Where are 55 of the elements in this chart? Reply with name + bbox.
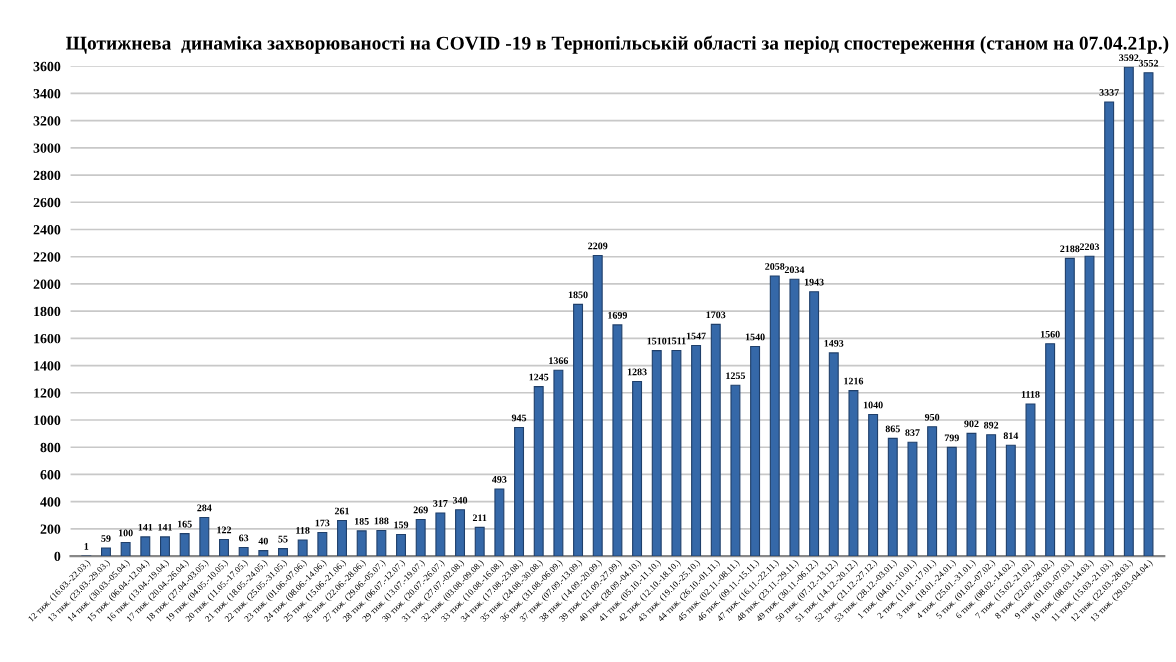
- bar: [730, 384, 741, 557]
- bar: [927, 426, 938, 557]
- bar: [1025, 403, 1036, 557]
- bar: [435, 512, 446, 557]
- bar: [120, 541, 131, 557]
- bar: [848, 390, 859, 557]
- bar: [710, 323, 721, 557]
- bar: [671, 349, 682, 557]
- bar: [1123, 66, 1134, 557]
- bar: [966, 432, 977, 557]
- bar: [553, 369, 564, 557]
- bar: [612, 324, 623, 557]
- bar: [455, 509, 466, 557]
- bar: [887, 437, 898, 557]
- bar: [632, 380, 643, 557]
- bar: [828, 352, 839, 557]
- bar: [474, 526, 485, 557]
- bar: [514, 426, 525, 557]
- bar: [258, 550, 269, 557]
- bar: [750, 345, 761, 557]
- bar: [651, 350, 662, 557]
- bar: [356, 530, 367, 557]
- bar: [199, 516, 210, 557]
- bar: [809, 291, 820, 557]
- bar: [789, 278, 800, 557]
- bar: [337, 520, 347, 557]
- bar: [219, 538, 229, 557]
- bar: [691, 345, 702, 557]
- bar: [376, 529, 387, 557]
- bar: [1143, 72, 1154, 557]
- bar: [573, 303, 584, 557]
- bar: [986, 434, 997, 557]
- bar: [868, 414, 879, 557]
- bar: [297, 539, 308, 557]
- bar: [533, 386, 544, 557]
- bar: [1084, 255, 1095, 557]
- bar: [494, 488, 505, 557]
- bar: [1005, 444, 1016, 557]
- bar: [1045, 343, 1056, 557]
- bar: [769, 275, 780, 557]
- bar: [159, 536, 170, 557]
- bar: [1104, 101, 1115, 557]
- bar: [415, 518, 426, 557]
- bar: [317, 531, 328, 557]
- bar: [278, 548, 288, 557]
- bar: [140, 536, 151, 557]
- bar: [592, 254, 603, 557]
- bar: [946, 446, 957, 557]
- bar: [1064, 257, 1075, 557]
- bar: [100, 547, 111, 557]
- bar: [179, 533, 190, 557]
- bar: [907, 441, 918, 557]
- bar: [238, 546, 249, 557]
- bar: [396, 533, 407, 557]
- chart-title: Щотижнева динаміка захворюваності на COVID -19 в Тернопільській області за період спостереження (станом на 07.04.21р.): [65, 35, 1169, 54]
